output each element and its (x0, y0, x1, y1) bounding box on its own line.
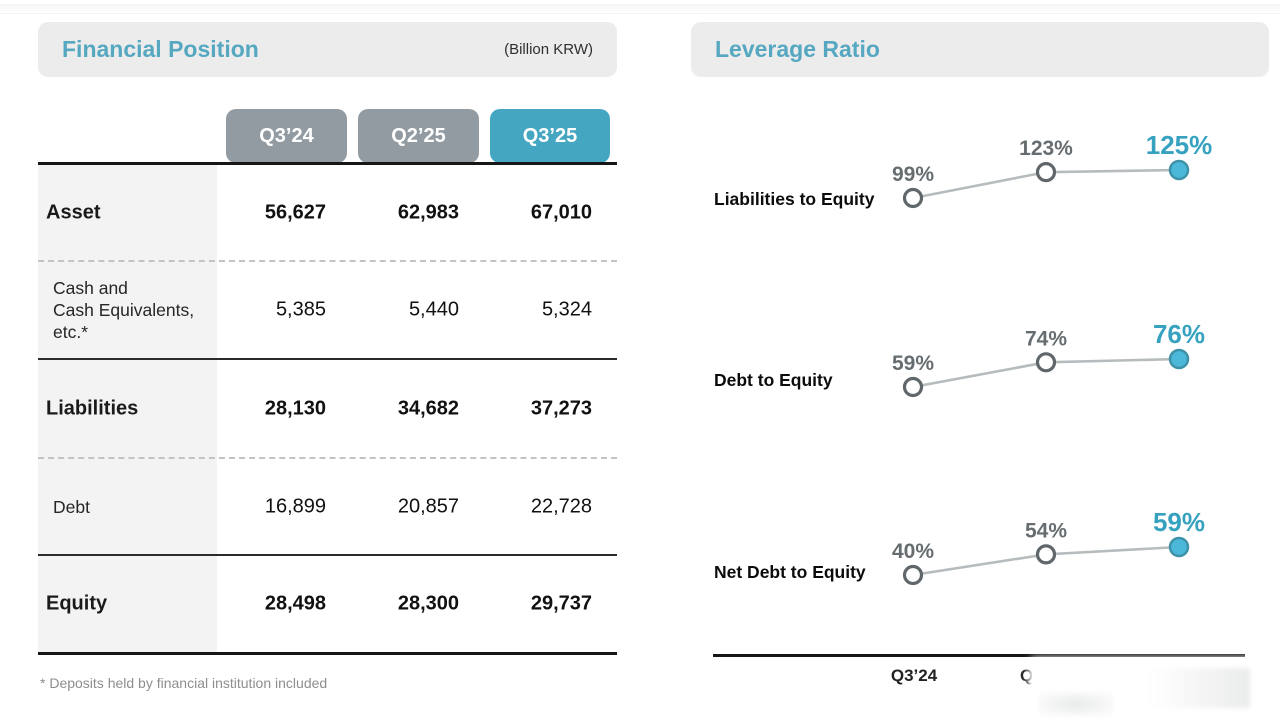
data-point (1035, 162, 1057, 183)
row-label: Equity (46, 592, 108, 615)
x-axis-line (713, 654, 1245, 657)
erased-area-smudge-spot (1038, 692, 1114, 716)
ratio-trend-svg: 40% 54% 59% (892, 507, 1205, 586)
column-header-q2-25: Q2’25 (358, 109, 479, 163)
unit-note: (Billion KRW) (504, 41, 593, 58)
cell-value: 22,728 (530, 495, 592, 517)
table-row-equity: Equity 28,498 28,300 29,737 (38, 556, 617, 652)
cell-value: 28,498 (264, 592, 326, 615)
debt-to-equity-chart: 59% 74% 76% (691, 287, 1269, 422)
table-row-debt: Debt 16,899 20,857 22,728 (38, 459, 617, 554)
value-label: 59% (892, 352, 934, 375)
row-separator-solid (38, 554, 617, 556)
erased-area-smudge-strip (1150, 668, 1250, 708)
series-label-liabilities-to-equity: Liabilities to Equity (714, 189, 875, 209)
row-label: Debt (53, 496, 90, 517)
data-point (902, 187, 924, 209)
value-label: 76% (1153, 319, 1205, 349)
column-header-q3-25-highlight: Q3’25 (490, 109, 610, 163)
label-column-background (38, 165, 217, 652)
value-label: 123% (1019, 137, 1073, 160)
cell-value: 29,737 (530, 592, 592, 615)
x-axis-label-q3-24: Q3’24 (890, 666, 938, 685)
data-point (902, 376, 924, 398)
slide-top-divider (0, 4, 1280, 14)
cell-value: 28,300 (397, 592, 459, 615)
cell-value: 5,324 (541, 298, 592, 321)
table-row-liabilities: Liabilities 28,130 34,682 37,273 (38, 360, 617, 457)
footnote: * Deposits held by financial institution… (40, 675, 328, 691)
x-axis-label-partial: Q (1020, 666, 1034, 685)
cell-value: 5,385 (275, 298, 326, 321)
row-label: Liabilities (46, 397, 139, 419)
table-row-asset: Asset 56,627 62,983 67,010 (38, 165, 617, 260)
cell-value: 20,857 (397, 495, 459, 517)
data-point-current (1168, 536, 1190, 558)
row-separator-dashed (38, 260, 617, 262)
cell-value: 16,899 (264, 495, 326, 517)
cell-value: 37,273 (530, 397, 592, 419)
net-debt-to-equity-chart: 40% 54% 59% (691, 475, 1269, 610)
cell-value: 56,627 (264, 201, 326, 223)
ratio-trend-svg: 59% 74% 76% (892, 319, 1205, 398)
data-point-current (1168, 159, 1190, 181)
row-label: Asset (46, 201, 101, 223)
leverage-ratio-title: Leverage Ratio (715, 36, 880, 62)
value-label: 59% (1153, 507, 1205, 537)
cell-value: 62,983 (397, 201, 459, 223)
row-separator-dashed (38, 457, 617, 459)
financial-position-title: Financial Position (62, 36, 259, 62)
table-top-border (38, 162, 617, 165)
data-point (1035, 352, 1057, 373)
data-point-current (1168, 348, 1190, 370)
value-label: 54% (1025, 519, 1067, 542)
value-label: 74% (1025, 327, 1067, 350)
cell-value: 28,130 (264, 397, 326, 419)
ratio-trend-svg: 99% 123% 125% (892, 130, 1213, 209)
row-separator-solid (38, 358, 617, 360)
value-label: 125% (1146, 130, 1213, 160)
row-label: Cash and Cash Equivalents, etc.* (53, 278, 195, 342)
liabilities-to-equity-chart: 99% 123% 125% (691, 98, 1269, 233)
cell-value: 34,682 (397, 397, 459, 419)
series-label-net-debt-to-equity: Net Debt to Equity (714, 562, 866, 582)
cell-value: 5,440 (408, 298, 459, 321)
series-label-debt-to-equity: Debt to Equity (714, 370, 833, 390)
value-label: 99% (892, 163, 934, 186)
leverage-ratio-header: Leverage Ratio (691, 22, 1269, 77)
column-header-q3-24: Q3’24 (226, 109, 347, 163)
data-point (1035, 544, 1057, 565)
data-point (902, 564, 924, 586)
value-label: 40% (892, 540, 934, 563)
table-row-cash: Cash and Cash Equivalents, etc.* 5,385 5… (38, 262, 617, 358)
table-bottom-border (38, 652, 617, 655)
cell-value: 67,010 (530, 201, 592, 223)
financial-position-header: Financial Position (Billion KRW) (38, 22, 617, 77)
